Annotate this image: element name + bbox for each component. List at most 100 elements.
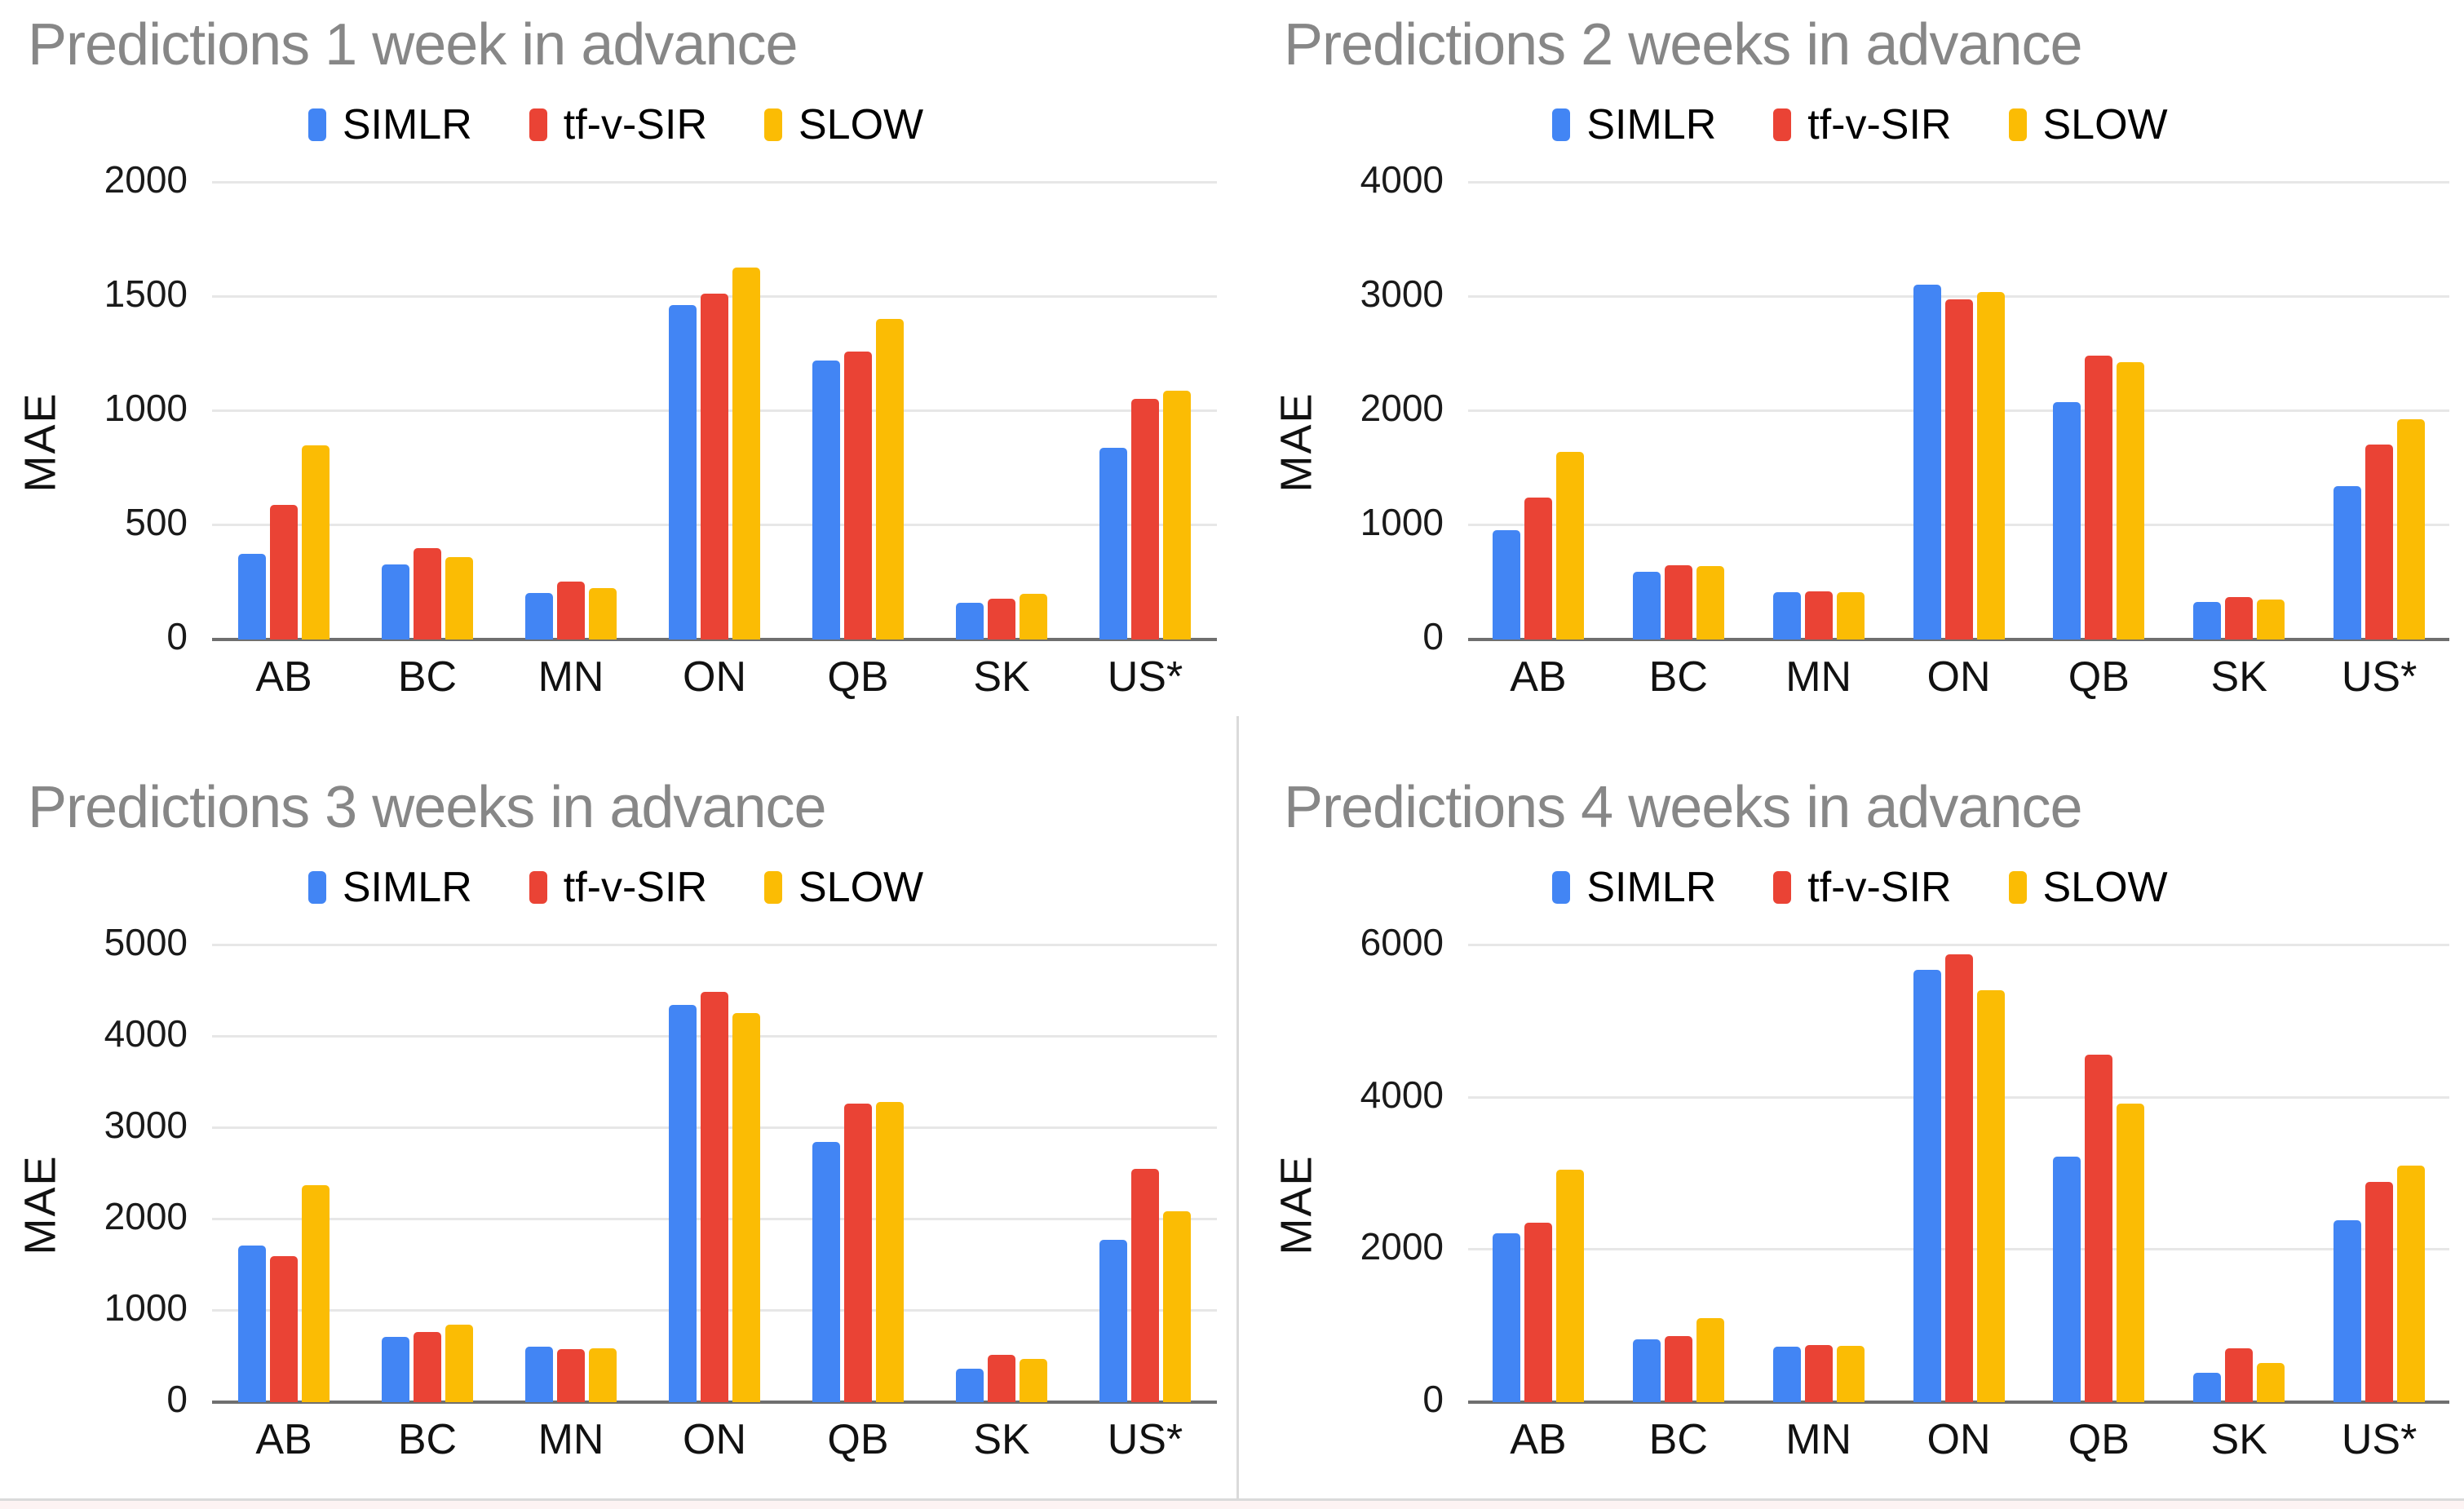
- y-tick-label: 4000: [1360, 158, 1444, 201]
- bar-slow-qb: [876, 319, 904, 639]
- y-axis-title: MAE: [16, 1154, 65, 1255]
- chart-predictions-2-weeks: Predictions 2 weeks in advance SIMLR tf-v…: [1256, 0, 2464, 754]
- bar-group-bc: [1608, 183, 1749, 639]
- bar-slow-ab: [302, 1185, 330, 1402]
- gridline: [1468, 295, 2449, 298]
- legend-label: tf-v-SIR: [1807, 101, 1952, 148]
- y-tick-label: 3000: [1360, 272, 1444, 315]
- y-axis-title-column: MAE: [0, 183, 82, 701]
- bar-slow-sk: [1020, 1359, 1047, 1402]
- bar-tf-v-sir-mn: [557, 1349, 585, 1402]
- legend-label: SLOW: [2042, 101, 2168, 148]
- bar-group-on: [643, 183, 786, 639]
- bar-group-sk: [930, 945, 1073, 1402]
- bar-group-us: [1073, 945, 1217, 1402]
- y-axis: 0 500 1000 1500 2000: [82, 158, 212, 657]
- legend: SIMLR tf-v-SIR SLOW: [1256, 100, 2464, 150]
- bar-tf-v-sir-ab: [1524, 498, 1552, 639]
- x-category-label-ab: AB: [1510, 1416, 1567, 1463]
- bar-group-mn: [1749, 945, 1889, 1402]
- bar-simlr-on: [669, 1005, 697, 1402]
- legend-swatch-icon: [1552, 108, 1571, 141]
- x-axis: AB BC MN ON QB SK US*: [1468, 653, 2449, 701]
- gridline: [1468, 181, 2449, 184]
- x-category-label-qb: QB: [2068, 1416, 2130, 1463]
- x-axis-baseline: [1468, 1401, 2449, 1404]
- x-category-label-bc: BC: [1648, 653, 1708, 701]
- bar-group-mn: [499, 183, 643, 639]
- x-category-label-on: ON: [683, 653, 746, 701]
- legend-swatch-icon: [2008, 871, 2027, 904]
- bar-group-qb: [2028, 183, 2169, 639]
- bar-tf-v-sir-sk: [988, 1355, 1015, 1402]
- bar-tf-v-sir-mn: [1804, 1345, 1833, 1402]
- bar-group-us: [2309, 183, 2449, 639]
- bar-simlr-mn: [1772, 592, 1801, 639]
- bar-group-bc: [356, 183, 499, 639]
- bar-simlr-on: [1913, 285, 1941, 639]
- bar-slow-qb: [2117, 362, 2145, 639]
- gridline: [212, 944, 1217, 946]
- bar-simlr-us: [2334, 486, 2362, 639]
- bar-simlr-bc: [1632, 1339, 1661, 1402]
- bar-simlr-sk: [2193, 602, 2222, 639]
- chart-title: Predictions 1 week in advance: [28, 12, 798, 77]
- bar-simlr-bc: [382, 564, 409, 639]
- x-category-label-mn: MN: [1785, 653, 1852, 701]
- bar-tf-v-sir-bc: [1664, 565, 1692, 639]
- x-category-label-sk: SK: [973, 653, 1030, 701]
- legend-swatch-icon: [529, 871, 547, 904]
- x-category-label-mn: MN: [537, 653, 604, 701]
- legend-item-simlr: SIMLR: [307, 863, 472, 912]
- x-category-label-sk: SK: [2210, 1416, 2267, 1463]
- y-axis-title: MAE: [16, 392, 65, 493]
- bar-simlr-us: [1099, 448, 1127, 639]
- x-category-label-qb: QB: [2068, 653, 2130, 701]
- y-tick-label: 0: [1422, 1378, 1444, 1420]
- y-tick-label: 500: [125, 501, 188, 543]
- y-tick-label: 1500: [104, 272, 188, 315]
- chart-body: MAE 0 1000 2000 3000 4000 5000 AB BC MN ON QB SK US…: [0, 921, 1232, 1464]
- bar-simlr-on: [1913, 970, 1941, 1402]
- page-vertical-divider: [1236, 716, 1239, 1498]
- x-category-label-ab: AB: [255, 653, 312, 701]
- bar-group-on: [1889, 945, 2029, 1402]
- bar-simlr-qb: [812, 1142, 840, 1402]
- x-category-label-mn: MN: [1785, 1416, 1852, 1463]
- legend-label: tf-v-SIR: [563, 101, 707, 148]
- legend-swatch-icon: [1773, 108, 1792, 141]
- bar-slow-mn: [589, 588, 617, 639]
- bar-group-qb: [786, 183, 930, 639]
- bar-group-qb: [2028, 945, 2169, 1402]
- bar-group-us: [2309, 945, 2449, 1402]
- y-tick-label: 4000: [104, 1012, 188, 1055]
- plot-wrap: AB BC MN ON QB SK US*: [212, 181, 1217, 701]
- bar-simlr-sk: [956, 603, 984, 639]
- legend-item-slow: SLOW: [764, 863, 923, 912]
- chart-predictions-1-week: Predictions 1 week in advance SIMLR tf-v-…: [0, 0, 1232, 754]
- bar-simlr-bc: [1632, 572, 1661, 639]
- y-tick-label: 0: [166, 615, 188, 657]
- legend-item-slow: SLOW: [764, 100, 923, 149]
- bar-group-on: [1889, 183, 2029, 639]
- bar-tf-v-sir-on: [701, 992, 728, 1402]
- bar-groups: [212, 945, 1217, 1402]
- plot-area: [1468, 181, 2449, 641]
- bar-tf-v-sir-us: [2365, 1182, 2394, 1402]
- x-category-label-sk: SK: [2210, 653, 2267, 701]
- bar-slow-on: [732, 268, 760, 639]
- bar-simlr-mn: [1772, 1347, 1801, 1402]
- chart-title: Predictions 2 weeks in advance: [1284, 12, 2083, 77]
- legend-label: SIMLR: [1586, 864, 1717, 911]
- legend-item-tf-v-sir: tf-v-SIR: [1773, 100, 1952, 149]
- bar-slow-us: [1163, 1211, 1191, 1402]
- bar-slow-qb: [2117, 1104, 2145, 1402]
- chart-predictions-4-weeks: Predictions 4 weeks in advance SIMLR tf-v…: [1256, 763, 2464, 1498]
- bar-slow-qb: [876, 1102, 904, 1402]
- legend-label: tf-v-SIR: [1807, 864, 1952, 911]
- x-category-label-bc: BC: [397, 653, 458, 701]
- bar-group-qb: [786, 945, 930, 1402]
- bar-tf-v-sir-qb: [2085, 1055, 2113, 1402]
- bar-simlr-bc: [382, 1337, 409, 1402]
- gridline: [212, 181, 1217, 184]
